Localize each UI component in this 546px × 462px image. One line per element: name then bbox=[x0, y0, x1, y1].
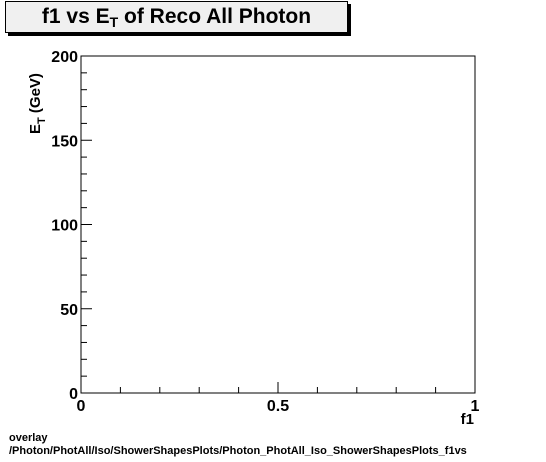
chart-title-subscript: T bbox=[109, 14, 119, 30]
y-axis-title-subscript: T bbox=[36, 117, 48, 124]
y-axis-title-main: E bbox=[27, 124, 44, 134]
y-tick-label: 0 bbox=[69, 386, 78, 403]
chart-title-rest: of Reco All Photon bbox=[118, 5, 312, 28]
footer-text: overlay /Photon/PhotAll/Iso/ShowerShapes… bbox=[9, 432, 467, 458]
plot-frame bbox=[80, 55, 476, 394]
x-tick-label: 0 bbox=[77, 398, 86, 415]
chart-title-box: f1 vs ET of Reco All Photon bbox=[5, 1, 348, 33]
tick-labels: 0 0.5 1 0 50 100 150 200 bbox=[51, 49, 479, 415]
chart-title-main: f1 vs E bbox=[41, 5, 110, 28]
x-axis-title: f1 bbox=[461, 411, 474, 428]
x-tick-label: 1 bbox=[471, 398, 480, 415]
footer-line-2: /Photon/PhotAll/Iso/ShowerShapesPlots/Ph… bbox=[9, 445, 467, 457]
y-tick-label: 200 bbox=[51, 49, 78, 66]
axis-ticks bbox=[80, 55, 476, 394]
y-axis-title-rest: (GeV) bbox=[27, 73, 44, 117]
chart-title: f1 vs ET of Reco All Photon bbox=[6, 5, 347, 30]
y-tick-label: 150 bbox=[51, 133, 78, 150]
y-tick-label: 50 bbox=[60, 302, 78, 319]
y-tick-label: 100 bbox=[51, 218, 78, 235]
x-tick-label: 0.5 bbox=[267, 398, 289, 415]
footer-line-1: overlay bbox=[9, 432, 48, 444]
y-axis-title: ET (GeV) bbox=[27, 73, 48, 134]
